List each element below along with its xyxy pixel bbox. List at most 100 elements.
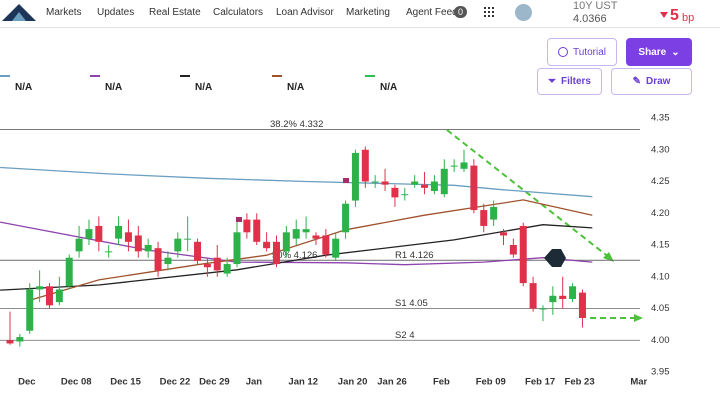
nav-item[interactable]: Marketing: [346, 7, 390, 18]
candle-body: [164, 257, 172, 265]
button-label: Draw: [645, 76, 671, 87]
button-label: Share: [638, 46, 667, 58]
candle-body: [342, 203, 350, 233]
candle-body: [539, 308, 547, 310]
level-label: 38.2% 4.332: [270, 119, 323, 130]
legend-label: N/A: [105, 82, 123, 93]
candle-body: [223, 264, 231, 274]
level-label: R1 4.126: [395, 250, 434, 261]
event-marker[interactable]: [544, 249, 566, 267]
legend-swatch: [272, 75, 282, 77]
legend-label: N/A: [195, 82, 213, 93]
button-label: Filters: [560, 76, 591, 87]
candle-body: [115, 225, 123, 239]
candle-body: [65, 257, 73, 287]
y-tick-label: 4.30: [651, 144, 670, 155]
filters-button[interactable]: ⏷ Filters: [537, 68, 602, 95]
level-label: 50% 4.126: [272, 250, 317, 261]
candle-body: [26, 289, 34, 331]
y-tick-label: 4.20: [651, 208, 670, 219]
candle-body: [282, 232, 290, 252]
candle-body: [55, 289, 63, 303]
candle-body: [124, 232, 132, 242]
arrow-head: [634, 314, 643, 322]
candle-body: [401, 194, 409, 196]
candle-body: [213, 257, 221, 271]
tutorial-button[interactable]: Tutorial: [547, 38, 617, 66]
candle-body: [381, 181, 389, 185]
candle-body: [184, 238, 192, 240]
draw-button[interactable]: ✎ Draw: [611, 68, 692, 95]
x-tick-label: Mar: [630, 377, 647, 388]
nav-item[interactable]: Calculators: [213, 7, 264, 18]
logo[interactable]: [2, 3, 36, 21]
button-label: Tutorial: [573, 46, 606, 58]
candle-body: [243, 219, 251, 233]
x-tick-label: Dec 08: [61, 377, 92, 388]
candle-body: [45, 286, 53, 306]
lock-icon: [236, 217, 242, 222]
candle-body: [411, 181, 419, 185]
nav-item[interactable]: Agent Feed: [406, 7, 458, 18]
trend-arrow: [446, 129, 611, 259]
candle-body: [272, 241, 280, 265]
x-tick-label: Dec 22: [160, 377, 191, 388]
nav-item[interactable]: Updates: [97, 7, 135, 18]
moving-average: [0, 166, 593, 198]
x-tick-label: Jan 20: [338, 377, 368, 388]
legend-label: N/A: [287, 82, 305, 93]
candle-body: [233, 232, 241, 265]
candle-body: [450, 165, 458, 167]
candle-body: [36, 286, 44, 290]
legend-swatch: [180, 75, 190, 77]
candle-body: [460, 162, 468, 169]
x-tick-label: Feb 23: [565, 377, 595, 388]
candle-body: [499, 232, 507, 236]
legend-swatch: [0, 75, 10, 77]
y-tick-label: 4.25: [651, 176, 670, 187]
nav-item[interactable]: Loan Advisor: [276, 7, 334, 18]
candle-body: [430, 181, 438, 192]
candle-body: [253, 219, 261, 242]
y-tick-label: 4.05: [651, 303, 670, 314]
legend-swatch: [365, 75, 375, 77]
y-tick-label: 3.95: [651, 367, 670, 378]
candle-body: [85, 229, 93, 239]
x-tick-label: Jan 26: [377, 377, 407, 388]
y-tick-label: 4.10: [651, 271, 670, 282]
candle-body: [302, 229, 310, 233]
candle-body: [263, 241, 271, 249]
candle-body: [322, 235, 330, 255]
candle-body: [16, 337, 24, 342]
candle-body: [549, 295, 557, 303]
candle-body: [194, 241, 202, 261]
legend-swatch: [90, 75, 100, 77]
nav-item[interactable]: Markets: [46, 7, 82, 18]
moving-average: [0, 221, 593, 266]
y-tick-label: 4.15: [651, 240, 670, 251]
level-label: S1 4.05: [395, 298, 428, 309]
x-tick-label: Feb 17: [525, 377, 555, 388]
avatar[interactable]: [515, 4, 532, 21]
x-tick-label: Dec 29: [199, 377, 230, 388]
y-tick-label: 4.00: [651, 335, 670, 346]
candle-body: [95, 225, 103, 242]
moving-average: [29, 199, 593, 301]
x-tick-label: Dec 15: [110, 377, 141, 388]
share-button[interactable]: Share ⌄: [626, 38, 692, 66]
arrow-head: [603, 252, 614, 262]
candle-body: [421, 184, 429, 188]
y-tick-label: 4.35: [651, 113, 670, 124]
x-tick-label: Dec: [18, 377, 35, 388]
x-tick-label: Jan: [246, 377, 263, 388]
candle-body: [105, 251, 113, 253]
candle-body: [529, 283, 537, 309]
candle-body: [578, 292, 586, 319]
nav-item[interactable]: Real Estate: [149, 7, 201, 18]
ticker-price: 4.0366: [573, 13, 607, 25]
x-tick-label: Feb: [433, 377, 450, 388]
candle-body: [75, 238, 83, 252]
candle-body: [351, 152, 359, 201]
apps-icon[interactable]: [484, 7, 494, 17]
